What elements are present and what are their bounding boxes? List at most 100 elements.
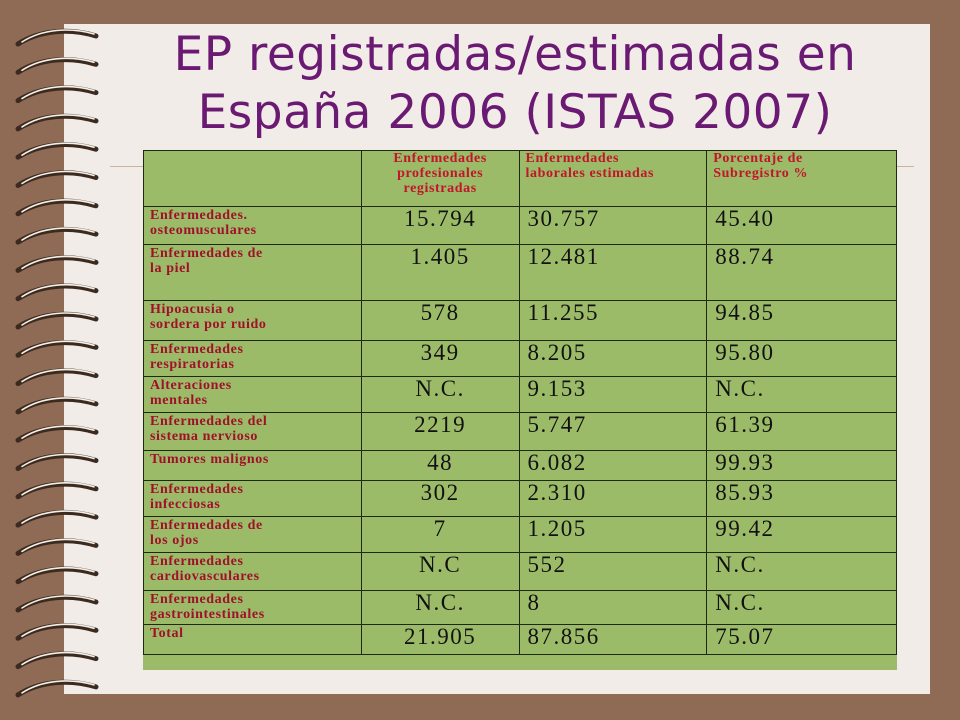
binding-ring-highlight [21,199,95,213]
binding-ring-highlight [21,680,95,694]
row-label-line-1: Enfermedades [150,592,244,607]
header-estimated-line: Enfermedades [525,151,620,166]
row-label: Enfermedades gastrointestinales [143,590,362,625]
row-label: Total [143,624,362,655]
header-registered-line: registradas [403,181,477,196]
header-estimated-line: laborales estimadas [525,166,654,181]
title-line-1: EP registradas/estimadas en [173,27,857,82]
binding-ring-highlight [21,340,95,355]
cell-registered: 1.405 [360,244,520,301]
binding-ring-highlight [21,57,95,72]
cell-registered: 578 [360,300,520,341]
table-row: Enfermedades infecciosas 302 2.310 85.93 [143,480,897,517]
table-row: Total 21.905 87.856 75.07 [143,624,897,655]
cell-percent: N.C. [706,376,897,413]
cell-registered: 349 [360,340,520,377]
cell-registered: 302 [360,480,520,517]
cell-estimated: 9.153 [518,376,708,413]
binding-ring-highlight [21,566,95,581]
binding-ring-highlight [21,85,95,100]
binding-ring-highlight [21,397,95,411]
row-label-line-1: Enfermedades [150,554,244,569]
slide-title: EP registradas/estimadas en España 2006 … [110,26,920,142]
cell-estimated: 1.205 [518,516,708,553]
data-table: Enfermedades profesionales registradas E… [143,150,897,655]
cell-registered: N.C. [360,590,520,625]
row-label: Enfermedades cardiovasculares [143,552,362,591]
cell-percent: 88.74 [706,244,897,301]
cell-registered: 21.905 [360,624,520,655]
cell-percent: 85.93 [706,480,897,517]
binding-ring-highlight [21,227,95,241]
cell-registered: N.C. [360,376,520,413]
row-label: Hipoacusia o sordera por ruido [143,300,362,341]
header-estimated: Enfermedades laborales estimadas [518,150,708,207]
cell-percent: 99.93 [706,450,897,481]
header-registered-line: profesionales [397,166,484,181]
cell-percent: 61.39 [706,412,897,451]
binding-ring-highlight [21,651,95,666]
row-label-line-1: Alteraciones [150,378,232,393]
binding-ring-highlight [21,114,95,128]
row-label: Tumores malignos [143,450,362,481]
cell-registered: 15.794 [360,206,520,245]
row-label-line-2: sistema nervioso [150,429,258,444]
cell-registered: 7 [360,516,520,553]
binding-ring-highlight [21,170,95,185]
table-row: Enfermedades cardiovasculares N.C 552 N.C. [143,552,897,591]
title-line-2: España 2006 (ISTAS 2007) [197,85,833,140]
row-label-line-2: los ojos [150,533,199,548]
cell-registered: N.C [360,552,520,591]
row-label: Enfermedades respiratorias [143,340,362,377]
header-registered: Enfermedades profesionales registradas [360,150,520,207]
row-label: Enfermedades del sistema nervioso [143,412,362,451]
binding-ring-highlight [21,29,95,43]
cell-estimated: 552 [518,552,708,591]
binding-ring-highlight [21,255,95,270]
binding-ring-highlight [21,142,95,156]
cell-percent: N.C. [706,590,897,625]
row-label-line-2: infecciosas [150,497,221,512]
cell-estimated: 8.205 [518,340,708,377]
row-label-line-2: la piel [150,261,191,276]
row-label-line-1: Enfermedades de [150,246,263,261]
row-label: Enfermedades infecciosas [143,480,362,517]
table-row: Enfermedades. osteomusculares 15.794 30.757… [143,206,897,245]
row-label-line-1: Enfermedades del [150,414,268,429]
row-label-line-2: osteomusculares [150,223,257,238]
cell-estimated: 5.747 [518,412,708,451]
binding-ring-highlight [21,283,95,298]
table-row: Alteraciones mentales N.C. 9.153 N.C. [143,376,897,413]
cell-percent: 75.07 [706,624,897,655]
data-table-panel: Enfermedades profesionales registradas E… [143,150,897,670]
row-label: Enfermedades de los ojos [143,516,362,553]
cell-estimated: 30.757 [518,206,708,245]
cell-percent: 99.42 [706,516,897,553]
table-row: Enfermedades de la piel 1.405 12.481 88.74 [143,244,897,301]
table-row: Enfermedades del sistema nervioso 2219 5.74… [143,412,897,451]
cell-registered: 2219 [360,412,520,451]
table-row: Hipoacusia o sordera por ruido 578 11.255 94… [143,300,897,341]
cell-percent: 95.80 [706,340,897,377]
binding-ring-highlight [21,510,95,524]
row-label-line-1: Enfermedades de [150,518,263,533]
table-row: Enfermedades de los ojos 7 1.205 99.42 [143,516,897,553]
row-label-line-2: gastrointestinales [150,607,265,622]
row-label: Enfermedades. osteomusculares [143,206,362,245]
binding-ring-highlight [21,312,95,326]
row-label-line-2: mentales [150,393,208,408]
cell-estimated: 6.082 [518,450,708,481]
binding-ring-highlight [21,595,95,609]
row-label-line-2: cardiovasculares [150,569,260,584]
binding-ring-highlight [21,538,95,553]
cell-estimated: 11.255 [518,300,708,341]
header-empty-cell [143,150,362,207]
row-label-line-1: Enfermedades [150,342,244,357]
cell-estimated: 2.310 [518,480,708,517]
row-label: Enfermedades de la piel [143,244,362,301]
cell-estimated: 87.856 [518,624,708,655]
row-label-line-2: respiratorias [150,357,235,372]
binding-ring-highlight [21,453,95,468]
table-row: Enfermedades gastrointestinales N.C. 8 N.C. [143,590,897,625]
header-registered-line: Enfermedades [393,151,487,166]
